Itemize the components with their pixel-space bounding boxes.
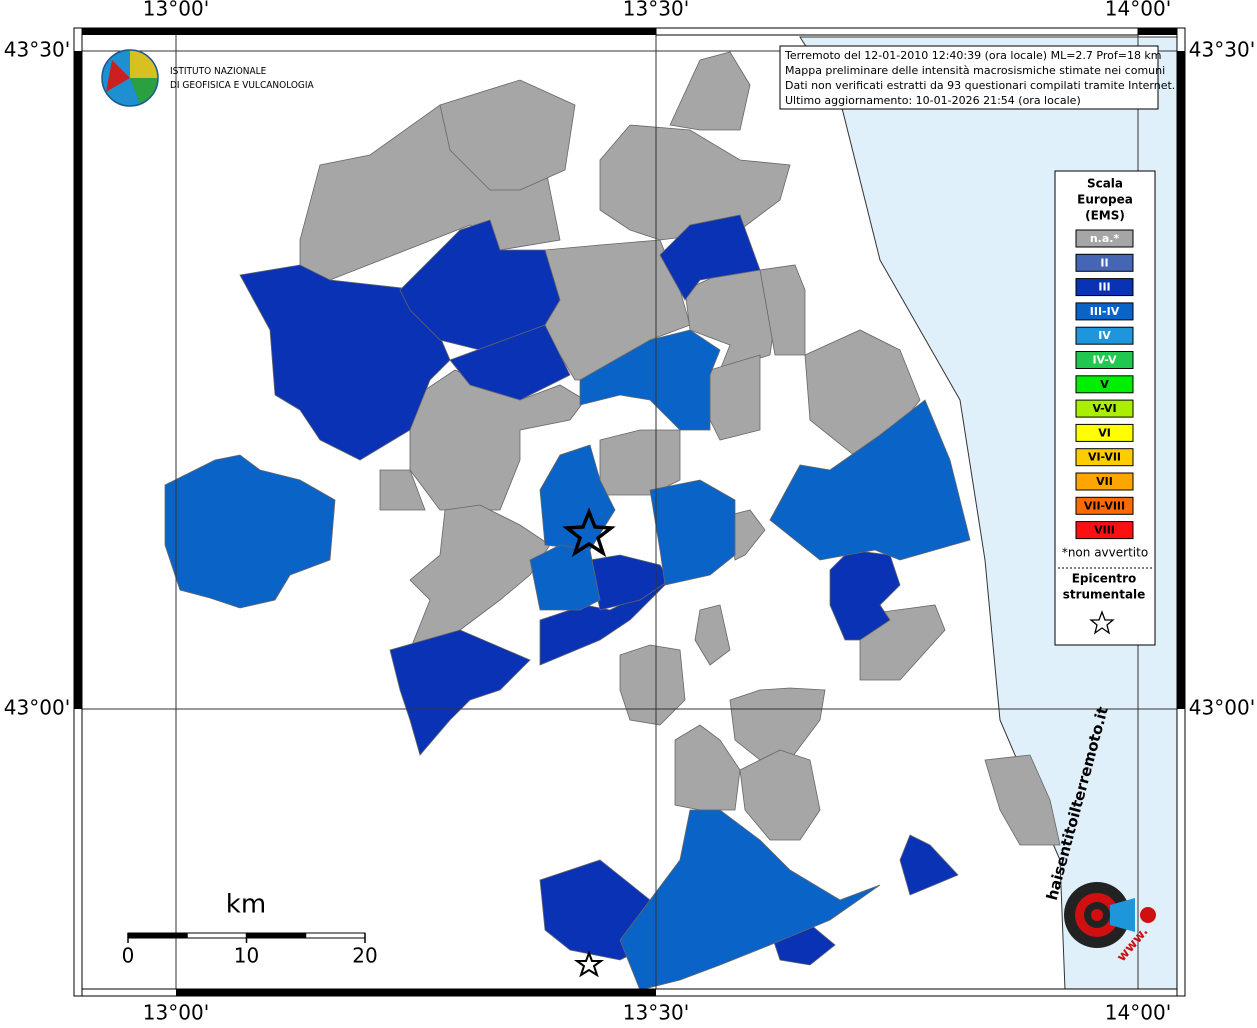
municipality xyxy=(709,354,761,441)
legend-swatch xyxy=(1075,448,1134,467)
legend-label: V-VI xyxy=(1092,402,1116,415)
municipality xyxy=(379,469,426,511)
longitude-label: 13°00' xyxy=(143,1001,209,1025)
municipality xyxy=(899,834,959,896)
legend-label: VII xyxy=(1096,475,1113,488)
scale-segment xyxy=(246,932,307,939)
longitude-label: 13°00' xyxy=(143,0,209,21)
info-line: Ultimo aggiornamento: 10-01-2026 21:54 (… xyxy=(785,94,1081,107)
latitude-label: 43°00' xyxy=(4,696,70,720)
municipality xyxy=(529,544,601,611)
latitude-label: 43°30' xyxy=(1189,38,1255,62)
municipality xyxy=(449,324,571,401)
municipality xyxy=(399,219,561,351)
epicenter-star xyxy=(562,507,616,558)
municipality xyxy=(674,724,741,811)
legend: ScalaEuropea(EMS)n.a.*IIIIIIII-IVIVIV-VV… xyxy=(1054,170,1156,646)
legend-label: III-IV xyxy=(1090,305,1120,318)
legend-swatch xyxy=(1075,521,1134,540)
legend-label: VIII xyxy=(1094,524,1115,537)
longitude-label: 13°30' xyxy=(623,0,689,21)
legend-title: Scala xyxy=(1087,177,1123,191)
legend-swatch xyxy=(1075,253,1134,272)
legend-label: VII-VIII xyxy=(1084,499,1125,512)
municipality xyxy=(659,214,761,301)
latitude-label: 43°00' xyxy=(1189,696,1255,720)
info-line: Dati non verificati estratti da 93 quest… xyxy=(785,79,1175,92)
info-box: Terremoto del 12-01-2010 12:40:39 (ora l… xyxy=(779,45,1175,110)
legend-label: III xyxy=(1098,281,1110,294)
institute-line: DI GEOFISICA E VULCANOLOGIA xyxy=(170,80,315,91)
legend-note: *non avvertito xyxy=(1062,546,1148,560)
secondary-star xyxy=(573,950,605,978)
legend-epicenter: Epicentro xyxy=(1072,572,1137,586)
municipality xyxy=(539,444,616,551)
municipality xyxy=(619,809,881,991)
legend-label: II xyxy=(1100,256,1108,269)
info-line: Mappa preliminare delle intensità macros… xyxy=(785,64,1165,77)
legend-label: IV xyxy=(1098,329,1111,342)
municipality xyxy=(984,754,1061,846)
scale-label: 10 xyxy=(234,944,259,968)
municipality xyxy=(769,399,971,561)
legend-label: V xyxy=(1100,378,1109,391)
legend-title: (EMS) xyxy=(1085,209,1125,223)
legend-swatch xyxy=(1075,423,1134,442)
municipality xyxy=(694,604,731,666)
legend-swatch xyxy=(1075,472,1134,491)
legend-title: Europea xyxy=(1077,193,1133,207)
legend-label: n.a.* xyxy=(1090,232,1120,245)
legend-swatch xyxy=(1075,302,1134,321)
municipality xyxy=(439,79,576,191)
scale-segment xyxy=(186,932,247,939)
municipalities xyxy=(164,51,1061,991)
municipality xyxy=(599,124,791,241)
legend-swatch xyxy=(1075,399,1134,418)
scale-segment xyxy=(127,932,188,939)
scale-unit: km xyxy=(226,890,266,920)
municipality xyxy=(619,644,686,726)
municipality xyxy=(409,504,551,651)
legend-swatch xyxy=(1075,229,1134,248)
frame xyxy=(73,27,1186,997)
legend-label: VI xyxy=(1098,426,1111,439)
coordinate-labels: 13°00' 13°00' 13°30' 13°30' 14°00' 14°00' 43°3… xyxy=(4,0,1255,1025)
ingv-logo: ISTITUTO NAZIONALE DI GEOFISICA E VULCAN… xyxy=(101,49,315,107)
municipality xyxy=(669,51,751,131)
scale-bar: km 0 10 20 xyxy=(122,890,378,968)
municipality xyxy=(829,549,901,641)
municipality xyxy=(649,479,736,586)
legend-swatch xyxy=(1075,326,1134,345)
legend-swatch xyxy=(1075,278,1134,297)
municipality xyxy=(729,687,826,761)
latitude-label: 43°30' xyxy=(4,38,70,62)
municipality xyxy=(164,454,336,609)
scale-segment xyxy=(305,932,366,939)
institute-line: ISTITUTO NAZIONALE xyxy=(170,66,267,77)
municipality xyxy=(759,264,806,356)
scale-label: 0 xyxy=(122,944,135,968)
municipality xyxy=(239,264,451,461)
municipality xyxy=(389,629,531,756)
legend-swatch xyxy=(1075,351,1134,369)
municipality xyxy=(579,329,721,431)
legend-label: VI-VII xyxy=(1088,451,1121,464)
info-line: Terremoto del 12-01-2010 12:40:39 (ora l… xyxy=(784,49,1162,62)
scale-label: 20 xyxy=(352,944,377,968)
legend-swatch xyxy=(1075,375,1134,394)
longitude-label: 14°00' xyxy=(1105,1001,1171,1025)
legend-swatch xyxy=(1075,496,1134,515)
municipality xyxy=(739,749,821,841)
municipality xyxy=(599,429,681,496)
longitude-label: 13°30' xyxy=(623,1001,689,1025)
legend-epicenter: strumentale xyxy=(1063,588,1146,602)
longitude-label: 14°00' xyxy=(1105,0,1171,21)
legend-label: IV-V xyxy=(1092,354,1117,367)
